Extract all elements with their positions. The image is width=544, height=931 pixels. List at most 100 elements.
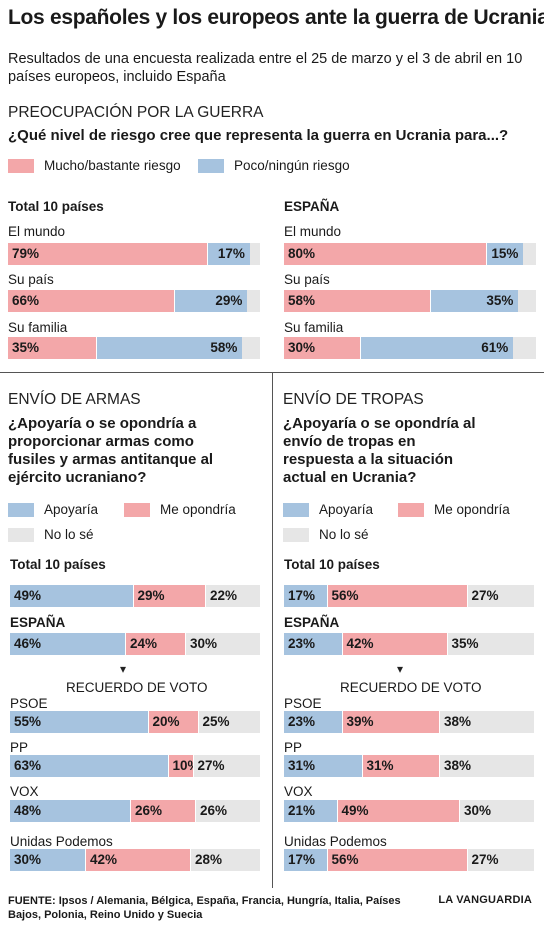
legend-poco-swatch (198, 158, 224, 173)
bar-segment: 29% (132, 585, 205, 607)
data-label: 27% (471, 852, 499, 867)
data-label: 42% (90, 852, 118, 867)
bar-segment: 30% (10, 849, 85, 871)
stacked-bar: 63% 10% 27% (10, 755, 260, 777)
stacked-bar: 80% 15% (284, 243, 536, 265)
bar-segment: 17% (284, 849, 327, 871)
row-label: El mundo (8, 224, 66, 239)
bar-segment: 38% (439, 711, 534, 733)
row-label: Su familia (8, 320, 68, 335)
stacked-bar: 21% 49% 30% (284, 800, 534, 822)
bar-segment: 49% (336, 800, 459, 822)
legend-mucho-label: Mucho/bastante riesgo (44, 158, 181, 173)
bar-segment: 24% (125, 633, 185, 655)
legend-mucho-swatch (8, 158, 34, 173)
legend-apoyaria-label: Apoyaría (319, 502, 374, 517)
brand-logo: LA VANGUARDIA (438, 894, 532, 906)
bar-segment: 28% (190, 849, 260, 871)
legend-apoyaria-label: Apoyaría (44, 502, 99, 517)
bar-segment: 48% (10, 800, 130, 822)
bar-segment: 15% (485, 243, 524, 265)
stacked-bar: 66% 29% (8, 290, 260, 312)
bar-segment: 25% (197, 711, 260, 733)
stacked-bar: 23% 42% 35% (284, 633, 534, 655)
row-label: El mundo (284, 224, 342, 239)
bar-segment: 10% (167, 755, 200, 777)
stacked-bar: 79% 17% (8, 243, 260, 265)
data-label: 55% (14, 714, 42, 729)
group-title: ESPAÑA (284, 199, 340, 214)
bar-segment: 30% (459, 800, 534, 822)
data-label: 17% (217, 246, 245, 261)
data-label: 42% (346, 636, 374, 651)
bar-segment: 80% (284, 243, 486, 265)
stacked-bar: 55% 20% 25% (10, 711, 260, 733)
data-label: 79% (12, 246, 40, 261)
stacked-bar: 58% 35% (284, 290, 536, 312)
row-label: PP (284, 740, 303, 755)
armas-question: ¿Apoyaría o se opondría a proporcionar a… (8, 415, 214, 486)
data-label: 35% (486, 293, 514, 308)
group-title: Total 10 países (8, 199, 104, 214)
page-subtitle: Resultados de una encuesta realizada ent… (8, 51, 523, 85)
data-label: 17% (288, 588, 316, 603)
bar-segment: 38% (439, 755, 534, 777)
data-label: 56% (331, 588, 359, 603)
data-label: 35% (451, 636, 479, 651)
bar-segment: 66% (8, 290, 175, 312)
data-label: 26% (135, 803, 163, 818)
bar-segment: 31% (361, 755, 439, 777)
tropas-question: ¿Apoyaría o se opondría al envío de trop… (283, 415, 476, 486)
data-label: 17% (288, 852, 316, 867)
row-label: ESPAÑA (284, 615, 340, 630)
preocupacion-heading: PREOCUPACIÓN POR LA GUERRA (8, 104, 264, 121)
legend-nolose-label: No lo sé (319, 527, 369, 542)
legend-nolose-label: No lo sé (44, 527, 94, 542)
legend-mucho: Mucho/bastante riesgo (8, 158, 181, 173)
preocupacion-question: ¿Qué nivel de riesgo cree que representa… (8, 127, 509, 144)
legend-nolose-tropas: No lo sé (283, 527, 369, 542)
data-label: 61% (481, 340, 509, 355)
bar-segment: 30% (284, 337, 360, 359)
legend-opondria-label: Me opondría (160, 502, 236, 517)
legend-opondria-label: Me opondría (434, 502, 510, 517)
bar-segment: 42% (85, 849, 190, 871)
bar-segment: 58% (96, 337, 243, 359)
legend-nolose-swatch (283, 527, 309, 542)
data-label: 30% (464, 803, 492, 818)
stacked-bar: 46% 24% 30% (10, 633, 260, 655)
bar-segment: 27% (466, 849, 534, 871)
data-label: 24% (130, 636, 158, 651)
armas-recuerdo: RECUERDO DE VOTO (66, 680, 208, 695)
bar-segment: 46% (10, 633, 125, 655)
source-footer: FUENTE: Ipsos / Alemania, Bélgica, Españ… (8, 895, 401, 921)
bar-segment: 49% (10, 585, 133, 607)
legend-opondria-tropas: Me opondría (398, 502, 510, 517)
bar-segment: 35% (8, 337, 97, 359)
legend-apoyaria-swatch (283, 502, 309, 517)
data-label: 49% (341, 803, 369, 818)
data-label: 23% (288, 636, 316, 651)
data-label: 23% (288, 714, 316, 729)
row-label: Su país (284, 272, 330, 287)
bar-segment: 79% (8, 243, 208, 265)
stacked-bar: 23% 39% 38% (284, 711, 534, 733)
bar-segment: 31% (284, 755, 362, 777)
bar-segment: 42% (341, 633, 447, 655)
legend-nolose-swatch (8, 527, 34, 542)
row-label: ESPAÑA (10, 615, 66, 630)
bar-segment: 58% (284, 290, 431, 312)
row-label: VOX (284, 784, 313, 799)
bar-segment: 23% (284, 711, 342, 733)
legend-opondria-swatch (398, 502, 424, 517)
arrow-down-icon: ▾ (397, 662, 404, 676)
stacked-bar: 49% 29% 22% (10, 585, 260, 607)
legend-opondria-swatch (124, 502, 150, 517)
stacked-bar: 48% 26% 26% (10, 800, 260, 822)
tropas-recuerdo: RECUERDO DE VOTO (340, 680, 482, 695)
stacked-bar: 35% 58% (8, 337, 260, 359)
data-label: 49% (14, 588, 42, 603)
data-label: 30% (14, 852, 42, 867)
bar-segment: 35% (446, 633, 534, 655)
data-label: 20% (152, 714, 180, 729)
